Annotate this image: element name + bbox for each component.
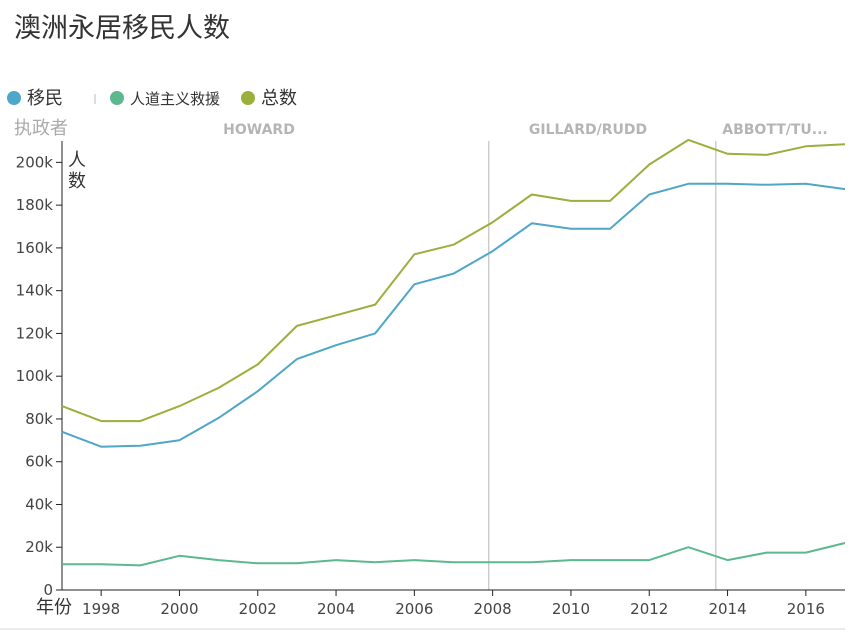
- x-tick-label-5: 2008: [474, 600, 512, 618]
- y-tick-label-9: 180k: [16, 196, 54, 214]
- era-layer: HOWARD GILLARD/RUDD ABBOTT/TU...: [223, 122, 828, 590]
- y-axis-label-part-1: 人: [68, 150, 86, 171]
- legend-label-2: 总数: [261, 88, 297, 109]
- era-label-0: HOWARD: [223, 122, 295, 138]
- x-tick-label-4: 2006: [395, 600, 433, 618]
- y-tick-label-7: 140k: [16, 282, 54, 300]
- y-axis-label-part-2: 数: [68, 171, 86, 192]
- y-tick-label-0: 0: [43, 581, 53, 599]
- y-tick-label-10: 200k: [16, 153, 54, 171]
- y-tick-label-2: 40k: [25, 495, 53, 513]
- series-layer: [61, 138, 846, 567]
- x-tick-label-7: 2012: [630, 600, 668, 618]
- y-tick-label-3: 60k: [25, 453, 53, 471]
- x-tick-label-2: 2002: [239, 600, 277, 618]
- legend-marker-1: [110, 91, 124, 105]
- legend: 移民 人道主义救援 总数: [7, 88, 297, 109]
- y-tick-label-5: 100k: [16, 367, 54, 385]
- y-tick-label-4: 80k: [25, 410, 53, 428]
- era-label-2: ABBOTT/TU...: [722, 122, 828, 138]
- series-line-0: [61, 182, 846, 448]
- x-tick-label-9: 2016: [787, 600, 825, 618]
- legend-marker-0: [7, 91, 21, 105]
- x-tick-label-3: 2004: [317, 600, 355, 618]
- y-tick-label-1: 20k: [25, 538, 53, 556]
- x-tick-label-8: 2014: [708, 600, 746, 618]
- y-tick-label-8: 160k: [16, 239, 54, 257]
- chart-title: 澳洲永居移民人数: [14, 13, 230, 44]
- x-axis-label: 年份: [36, 597, 72, 618]
- x-tick-label-1: 2000: [160, 600, 198, 618]
- era-axis-label: 执政者: [14, 118, 68, 139]
- y-tick-label-6: 120k: [16, 324, 54, 342]
- series-line-2: [61, 138, 846, 423]
- y-axis: 0 20k 40k 60k 80k 100k 120k 140k 160k 180k 200k: [16, 141, 63, 599]
- legend-label-1: 人道主义救援: [130, 90, 220, 108]
- legend-label-0: 移民: [27, 88, 63, 109]
- x-axis: 1998 2000 2002 2004 2006 2008 2010 2012 2014 2016: [0, 589, 845, 630]
- era-label-1: GILLARD/RUDD: [529, 122, 647, 138]
- x-tick-label-6: 2010: [552, 600, 590, 618]
- series-line-1: [62, 542, 846, 567]
- x-tick-label-0: 1998: [82, 600, 120, 618]
- legend-marker-2: [241, 91, 255, 105]
